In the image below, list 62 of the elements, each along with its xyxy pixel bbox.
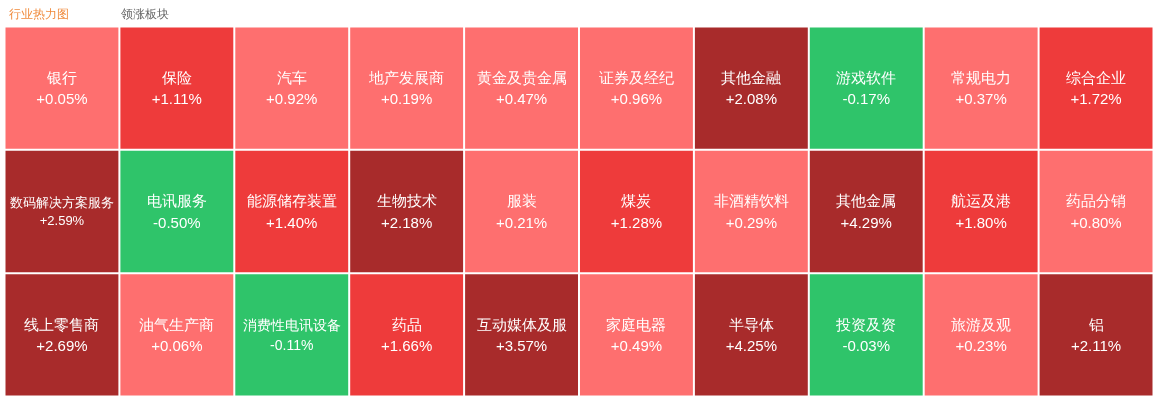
data-label: +0.96% (610, 90, 663, 108)
data-label: -0.17% (842, 90, 891, 108)
data-label: +2.08% (725, 90, 777, 108)
data-label: +0.21% (495, 213, 548, 231)
category-label: 互动媒体及服 (476, 315, 567, 333)
category-label: 生物技术 (376, 192, 437, 210)
category-label: 非酒精饮料 (713, 192, 789, 210)
category-label: 煤炭 (621, 192, 652, 210)
data-label: -0.50% (153, 213, 201, 231)
text: 行业热力图 (8, 6, 69, 21)
category-label: 消费性电讯设备 (242, 316, 341, 333)
data-label: +0.05% (36, 90, 88, 108)
data-label: -0.11% (270, 336, 314, 353)
data-label: +1.66% (381, 337, 433, 355)
category-label: 铝 (1087, 315, 1104, 333)
data-label: +4.25% (725, 337, 777, 355)
category-label: 旅游及观 (951, 315, 1012, 333)
category-label: 银行 (45, 68, 77, 86)
category-label: 其他金属 (836, 192, 897, 210)
data-label: +1.28% (610, 213, 663, 231)
data-label: +0.49% (610, 337, 663, 355)
category-label: 汽车 (276, 68, 307, 86)
category-label: 药品 (391, 315, 422, 333)
data-label: +0.29% (725, 213, 777, 231)
data-label: +2.69% (36, 337, 88, 355)
data-label: +3.57% (495, 337, 548, 355)
category-label: 家庭电器 (606, 315, 667, 333)
category-label: 电讯服务 (146, 192, 207, 210)
category-label: 服装 (506, 192, 537, 210)
category-label: 黄金及贵金属 (476, 68, 567, 86)
category-label: 综合企业 (1066, 68, 1127, 86)
category-label: 地产发展商 (368, 68, 445, 86)
data-label: +0.23% (955, 337, 1007, 355)
category-label: 半导体 (728, 315, 774, 333)
data-label: +0.37% (955, 90, 1007, 108)
data-label: +2.11% (1070, 337, 1122, 355)
category-label: 油气生产商 (139, 315, 215, 333)
category-label: 保险 (161, 68, 192, 86)
category-label: 航运及港 (951, 192, 1012, 210)
data-label: +1.11% (151, 90, 202, 108)
category-label: 证券及经纪 (598, 68, 674, 86)
category-label: 药品分销 (1066, 192, 1127, 210)
data-label: +0.80% (1070, 213, 1122, 231)
category-label: 游戏软件 (836, 68, 897, 86)
category-label: 其他金融 (721, 68, 782, 86)
category-label: 线上零售商 (24, 315, 100, 333)
data-label: +0.06% (151, 337, 203, 355)
data-label: +1.80% (955, 213, 1007, 231)
data-label: +2.18% (381, 213, 433, 231)
data-label: +2.59% (39, 213, 85, 229)
category-label: 数码解决方案服务 (9, 194, 114, 210)
data-label: +1.72% (1070, 90, 1122, 108)
category-label: 投资及资 (835, 315, 897, 333)
data-label: +0.92% (266, 90, 318, 108)
category-label: 能源储存装置 (246, 192, 337, 210)
data-label: +1.40% (266, 213, 318, 231)
text: 领涨板块 (120, 6, 169, 21)
data-label: +0.19% (381, 90, 433, 108)
data-label: +4.29% (840, 213, 892, 231)
data-label: -0.03% (842, 337, 891, 355)
data-label: +0.47% (495, 90, 548, 108)
category-label: 常规电力 (951, 68, 1012, 86)
